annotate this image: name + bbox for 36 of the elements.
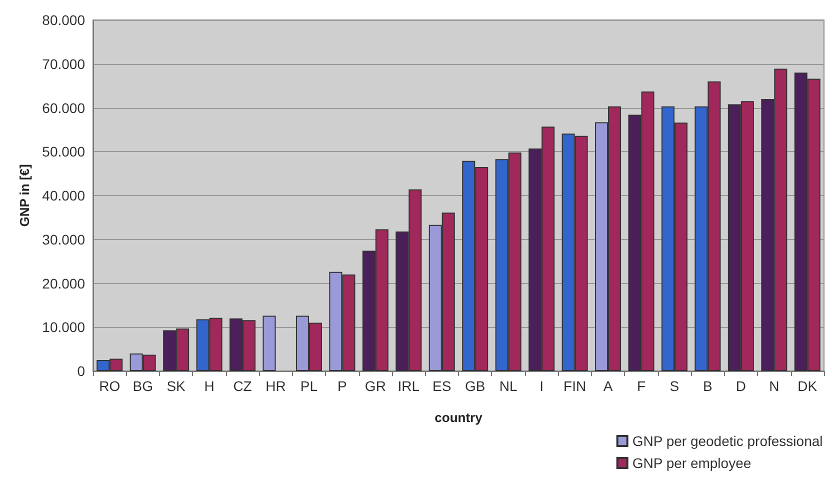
x-tick-label: NL — [499, 378, 518, 394]
y-tick-label: 80.000 — [42, 12, 86, 28]
x-tick-label: PL — [300, 378, 318, 394]
y-tick-label: 50.000 — [42, 144, 86, 160]
y-tick-label: 60.000 — [42, 100, 86, 116]
x-tick-label: IRL — [398, 378, 420, 394]
y-axis-title: GNP in [€] — [17, 164, 32, 227]
y-tick-label: 0 — [77, 363, 86, 379]
x-tick-label: P — [338, 378, 347, 394]
x-tick-label: H — [204, 378, 214, 394]
x-tick-label: A — [603, 378, 614, 394]
x-tick-label: BG — [132, 378, 153, 394]
x-tick-label: FIN — [564, 378, 586, 394]
legend-label: GNP per geodetic professional — [632, 433, 823, 449]
x-tick-label: D — [736, 378, 746, 394]
x-tick-label: N — [769, 378, 780, 394]
y-tick-label: 10.000 — [42, 319, 86, 336]
x-tick-label: F — [636, 378, 646, 394]
y-tick-label: 40.000 — [42, 188, 86, 204]
x-tick-label: DK — [798, 378, 818, 394]
x-tick-label: ES — [432, 378, 452, 394]
x-tick-label: GB — [464, 378, 486, 394]
x-tick-label: HR — [266, 378, 286, 394]
x-tick-label: RO — [99, 378, 120, 394]
x-tick-label: CZ — [233, 378, 252, 394]
x-tick-label: B — [703, 378, 712, 394]
x-tick-label: I — [540, 378, 544, 394]
x-tick-label: GR — [364, 378, 386, 394]
y-tick-label: 30.000 — [42, 231, 86, 248]
x-tick-label: SK — [166, 378, 186, 394]
x-tick-label: S — [670, 378, 680, 394]
y-tick-label: 20.000 — [42, 275, 86, 292]
x-axis-title: country — [434, 410, 484, 425]
y-tick-label: 70.000 — [42, 56, 86, 72]
bar — [262, 316, 276, 371]
legend-label: GNP per employee — [632, 455, 752, 471]
